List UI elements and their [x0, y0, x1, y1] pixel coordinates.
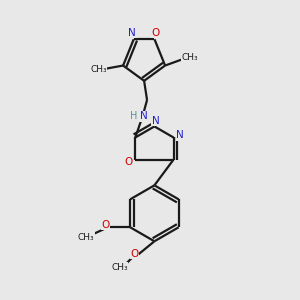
Text: CH₃: CH₃	[181, 53, 198, 62]
Text: N: N	[152, 116, 160, 126]
Text: CH₃: CH₃	[90, 65, 107, 74]
Text: O: O	[101, 220, 109, 230]
Text: N: N	[140, 111, 147, 121]
Text: CH₃: CH₃	[111, 263, 128, 272]
Text: O: O	[125, 157, 133, 167]
Text: O: O	[152, 28, 160, 38]
Text: O: O	[130, 249, 139, 259]
Text: N: N	[176, 130, 184, 140]
Text: H: H	[130, 111, 137, 121]
Text: N: N	[128, 28, 136, 38]
Text: CH₃: CH₃	[78, 232, 94, 242]
